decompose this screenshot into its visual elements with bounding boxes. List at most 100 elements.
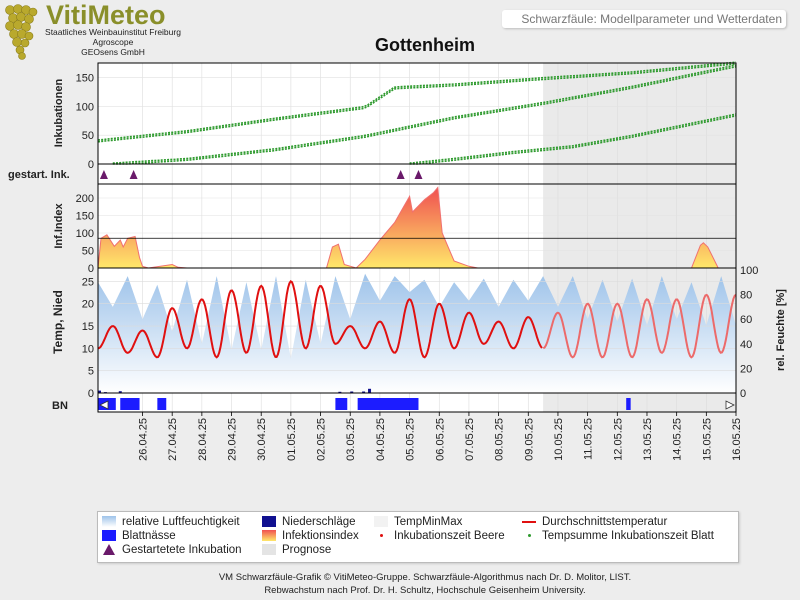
station-title: Gottenheim: [374, 35, 475, 55]
temperature-line: [97, 280, 543, 359]
footer-line-2: Rebwachstum nach Prof. Dr. H. Schultz, H…: [264, 585, 586, 596]
incubation-line-0: [97, 61, 737, 141]
x-tick-label: 09.05.25: [523, 418, 535, 461]
y-tick-label: 0: [88, 159, 94, 171]
legend-label: Prognose: [282, 544, 332, 556]
y-tick-label: 150: [76, 72, 94, 84]
legend-label: TempMinMax: [394, 516, 463, 528]
x-tick-label: 15.05.25: [701, 418, 713, 461]
legend-label: Tempsumme Inkubationszeit Blatt: [542, 530, 714, 542]
incubation-line-1: [112, 66, 737, 165]
x-tick-label: 30.04.25: [256, 418, 268, 461]
y-tick-label: 200: [76, 193, 94, 205]
leaf-wetness-bar: [120, 398, 140, 410]
x-tick-label: 08.05.25: [494, 418, 506, 461]
infection-swatch-icon: [262, 530, 276, 541]
x-tick-label: 28.04.25: [197, 418, 209, 461]
brand-partners: Staatliches Weinbauinstitut Freiburg Agr…: [38, 27, 188, 57]
started-incubation-marker: [414, 170, 423, 179]
legend-label: Niederschläge: [282, 516, 356, 528]
y-axis-label: BN: [52, 400, 68, 412]
page-subtitle: Schwarzfäule: Modellparameter und Wetter…: [502, 10, 786, 28]
scroll-right-icon: [725, 400, 735, 410]
x-tick-label: 26.04.25: [138, 418, 150, 461]
x-tick-label: 27.04.25: [167, 418, 179, 461]
started-incubation-marker: [129, 170, 138, 179]
x-tick-label: 12.05.25: [612, 418, 624, 461]
x-tick-label: 02.05.25: [316, 418, 328, 461]
geosens-label: GEOsens GmbH: [81, 47, 145, 57]
leaf-wetness-bar: [357, 398, 419, 410]
x-tick-label: 05.05.25: [405, 418, 417, 461]
legend-label: Durchschnittstemperatur: [542, 516, 668, 528]
leaf-wetness-bar: [626, 398, 631, 410]
footer-credits: VM Schwarzfäule-Grafik © VitiMeteo-Grupp…: [0, 571, 800, 597]
y-axis-right-label: rel. Feuchte [%]: [775, 289, 787, 371]
legend-label: Inkubationszeit Beere: [394, 530, 505, 542]
forecast-swatch-icon: [262, 544, 276, 555]
x-tick-label: 10.05.25: [553, 418, 565, 461]
triangle-marker-icon: [103, 544, 115, 555]
started-incubation-marker: [396, 170, 405, 179]
y-tick-label: 20: [82, 299, 94, 311]
precipitation-bar: [350, 391, 354, 393]
dot-green-icon: [528, 534, 531, 537]
x-tick-label: 29.04.25: [227, 418, 239, 461]
x-tick-label: 01.05.25: [286, 418, 298, 461]
grapes-logo-icon: [5, 4, 38, 60]
legend-label: Gestartetete Inkubation: [122, 544, 242, 556]
precipitation-bar: [118, 391, 122, 393]
y-right-tick-label: 0: [740, 388, 746, 400]
legend-label: relative Luftfeuchtigkeit: [122, 516, 240, 528]
legend-label: Blattnässe: [122, 530, 176, 542]
precipitation-bar: [362, 391, 366, 393]
x-tick-label: 14.05.25: [672, 418, 684, 461]
y-right-tick-label: 40: [740, 339, 752, 351]
institute-label: Staatliches Weinbauinstitut Freiburg: [45, 27, 181, 37]
started-incubation-marker: [99, 170, 108, 179]
y-tick-label: 100: [76, 228, 94, 240]
precipitation-bar: [338, 391, 342, 393]
y-tick-label: 150: [76, 211, 94, 223]
y-right-tick-label: 80: [740, 290, 752, 302]
y-right-tick-label: 100: [740, 265, 758, 277]
leaf-wetness-bar: [157, 398, 167, 410]
y-axis-label: gestart. Ink.: [8, 169, 70, 181]
y-axis-label: Temp, Nied: [51, 290, 65, 354]
incubation-line-0: [97, 63, 737, 143]
brand-title: VitiMeteo: [46, 0, 166, 30]
y-tick-label: 100: [76, 101, 94, 113]
footer-line-1: VM Schwarzfäule-Grafik © VitiMeteo-Grupp…: [218, 572, 632, 583]
y-tick-label: 25: [82, 276, 94, 288]
temp-minmax-swatch-icon: [374, 516, 388, 527]
precipitation-bar: [368, 388, 372, 393]
incubation-line-1: [112, 64, 737, 164]
dot-red-icon: [380, 534, 383, 537]
leaf-wetness-swatch-icon: [102, 530, 116, 541]
y-right-tick-label: 20: [740, 363, 752, 375]
y-axis-label: Inf.Index: [53, 203, 65, 249]
y-axis-label: Inkubationen: [53, 79, 65, 148]
y-tick-label: 50: [82, 246, 94, 258]
line-red-icon: [522, 521, 536, 523]
x-tick-label: 06.05.25: [434, 418, 446, 461]
y-tick-label: 0: [88, 263, 94, 275]
scroll-left-icon: [99, 400, 109, 410]
y-tick-label: 50: [82, 130, 94, 142]
x-tick-label: 07.05.25: [464, 418, 476, 461]
precipitation-swatch-icon: [262, 516, 276, 527]
humidity-swatch-icon: [102, 516, 116, 527]
temperature-forecast-line: [542, 293, 737, 359]
leaf-wetness-bar: [335, 398, 348, 410]
incubation-line-2: [409, 115, 737, 165]
y-tick-label: 15: [82, 321, 94, 333]
y-tick-label: 5: [88, 366, 94, 378]
x-tick-label: 04.05.25: [375, 418, 387, 461]
y-tick-label: 0: [88, 388, 94, 400]
y-right-tick-label: 60: [740, 314, 752, 326]
incubation-line-2: [409, 113, 737, 164]
precipitation-bar: [98, 390, 101, 393]
agroscope-label: Agroscope: [92, 37, 134, 47]
